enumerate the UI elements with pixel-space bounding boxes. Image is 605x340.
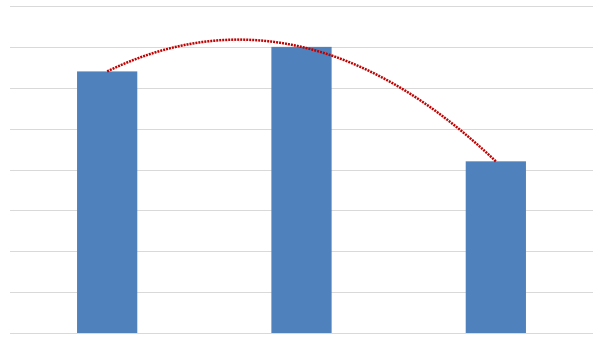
- bar: [465, 161, 526, 333]
- trendline: [106, 38, 497, 163]
- bar: [271, 46, 332, 333]
- bar: [77, 71, 138, 334]
